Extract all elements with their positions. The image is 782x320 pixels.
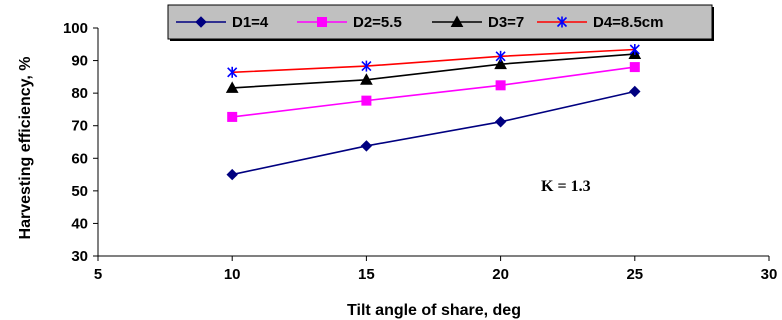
- annotation-k: K = 1.3: [541, 178, 591, 195]
- y-tick-label: 100: [63, 20, 88, 37]
- x-tick-label: 10: [224, 266, 241, 283]
- legend-label: D1=4: [232, 14, 269, 31]
- y-tick-labels: 30 40 50 60 70 80 90 100: [63, 20, 88, 265]
- x-axis-title: Tilt angle of share, deg: [347, 302, 521, 319]
- data-point: [225, 81, 239, 93]
- series-2: [227, 62, 640, 122]
- data-point: [629, 43, 640, 55]
- legend: D1=4 D2=5.5 D3=7 D4=8.5cm: [167, 4, 714, 41]
- data-point: [495, 50, 506, 62]
- legend-marker: [556, 16, 568, 28]
- legend-label: D2=5.5: [353, 14, 402, 31]
- y-tick-label: 40: [71, 215, 88, 232]
- data-point: [361, 95, 372, 106]
- data-point: [227, 111, 238, 122]
- y-axis-title: Harvesting efficiency, %: [17, 57, 34, 240]
- y-tick-label: 50: [71, 183, 88, 200]
- x-tick-label: 30: [761, 266, 778, 283]
- series-line: [232, 66, 635, 118]
- legend-entry: D3=7: [432, 14, 524, 31]
- x-tick-label: 20: [492, 266, 509, 283]
- data-point: [227, 66, 238, 78]
- legend-label: D4=8.5cm: [593, 14, 663, 31]
- data-point: [629, 62, 640, 73]
- series-4: [227, 43, 640, 78]
- series-line: [232, 53, 635, 89]
- x-tick-label: 15: [358, 266, 375, 283]
- x-tick-label: 5: [94, 266, 102, 283]
- data-point: [495, 80, 506, 91]
- legend-entry: D1=4: [176, 14, 269, 31]
- legend-entry: D2=5.5: [297, 14, 402, 31]
- data-point: [360, 140, 373, 152]
- y-tick-label: 70: [71, 118, 88, 135]
- data-point: [360, 73, 373, 85]
- series-line: [232, 48, 635, 74]
- legend-entry: D4=8.5cm: [537, 14, 663, 31]
- x-tick-labels: 5 10 15 20 25 30: [94, 266, 778, 283]
- legend-marker: [317, 17, 327, 27]
- axes: [93, 27, 770, 261]
- data-point: [226, 168, 238, 181]
- data-point: [494, 116, 507, 128]
- legend-marker: [195, 16, 207, 28]
- data-point: [629, 85, 641, 98]
- legend-marker: [450, 15, 464, 27]
- y-tick-label: 60: [71, 150, 88, 167]
- x-tick-label: 25: [626, 266, 643, 283]
- data-point: [494, 57, 507, 70]
- series-line: [232, 90, 635, 176]
- legend-label: D3=7: [488, 14, 524, 31]
- y-tick-label: 90: [71, 53, 88, 70]
- series-3: [225, 47, 642, 93]
- y-tick-label: 80: [71, 85, 88, 102]
- series-group: [225, 43, 642, 181]
- data-point: [361, 60, 372, 72]
- y-tick-label: 30: [71, 248, 88, 265]
- series-1: [226, 85, 641, 181]
